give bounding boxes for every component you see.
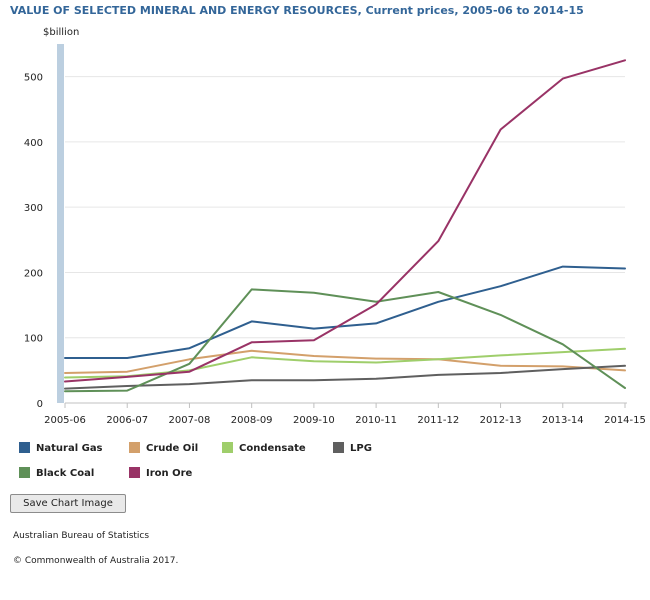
x-tick-label: 2014-15 [604, 415, 646, 426]
series-line-crude-oil [64, 349, 626, 374]
y-tick-label: 500 [24, 73, 43, 84]
x-tick-label: 2008-09 [231, 415, 273, 426]
legend-item-natural-gas: Natural Gas [19, 442, 103, 456]
y-tick-label: 0 [37, 399, 43, 410]
x-tick-label: 2007-08 [169, 415, 211, 426]
legend-swatch [333, 442, 344, 453]
line-chart: 0 100 200 300 400 500 2005-06 2006-07 2007-08 200… [24, 44, 646, 426]
y-tick-label: 400 [24, 138, 43, 149]
legend-swatch [129, 442, 140, 453]
source-text: Australian Bureau of Statistics [13, 531, 150, 541]
x-tick-label: 2013-14 [542, 415, 584, 426]
legend-item-iron-ore: Iron Ore [129, 467, 192, 481]
y-axis-unit-label: $billion [43, 27, 80, 38]
y-tick-label: 100 [24, 334, 43, 345]
y-tick-label: 200 [24, 268, 43, 279]
y-tick-label: 300 [24, 203, 43, 214]
x-tick-label: 2011-12 [417, 415, 459, 426]
x-tick-label: 2010-11 [355, 415, 397, 426]
series-line-natural-gas [64, 265, 626, 359]
series-line-condensate [64, 347, 626, 379]
copyright-text: © Commonwealth of Australia 2017. [13, 556, 179, 566]
legend-swatch [19, 467, 30, 478]
legend-swatch [222, 442, 233, 453]
y-axis-bar [57, 44, 64, 403]
chart-title: VALUE OF SELECTED MINERAL AND ENERGY RES… [10, 4, 584, 17]
save-chart-image-button[interactable]: Save Chart Image [10, 494, 126, 513]
x-tick-label: 2009-10 [293, 415, 335, 426]
legend-item-black-coal: Black Coal [19, 467, 94, 481]
legend-item-lpg: LPG [333, 442, 372, 456]
series-line-black-coal [64, 288, 626, 393]
legend-item-condensate: Condensate [222, 442, 306, 456]
series-line-lpg [64, 364, 626, 390]
legend-label: Natural Gas [36, 443, 103, 454]
x-tick-label: 2005-06 [44, 415, 86, 426]
x-tick-label: 2006-07 [106, 415, 148, 426]
legend-swatch [19, 442, 30, 453]
legend-item-crude-oil: Crude Oil [129, 442, 198, 456]
legend-label: Black Coal [36, 468, 95, 479]
series-line-iron-ore [64, 59, 626, 383]
legend-swatch [129, 467, 140, 478]
x-tick-label: 2012-13 [480, 415, 522, 426]
legend-label: Iron Ore [146, 468, 193, 479]
legend-label: LPG [350, 443, 372, 454]
legend-label: Crude Oil [146, 443, 199, 454]
legend-label: Condensate [239, 443, 306, 454]
